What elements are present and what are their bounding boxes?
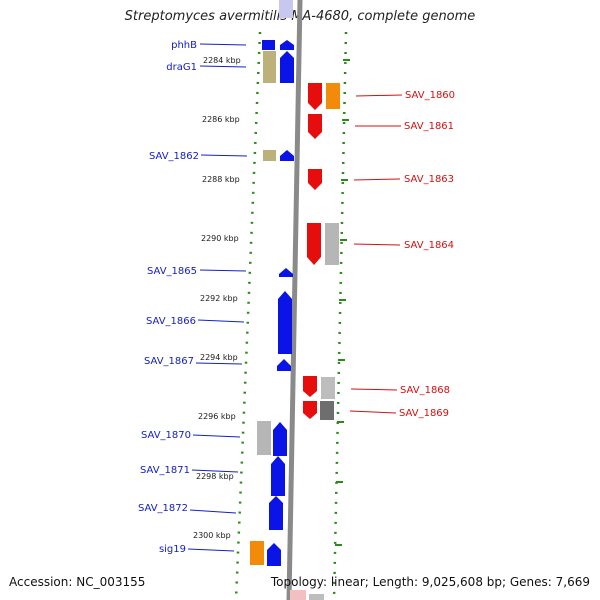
- gene-SAV_1865[interactable]: [279, 268, 293, 277]
- gene-label-SAV_1861[interactable]: SAV_1861: [404, 121, 454, 132]
- axis-top-highlight: [279, 0, 293, 18]
- gene-SAV_1870[interactable]: [273, 422, 287, 456]
- gene-label-SAV_1862[interactable]: SAV_1862: [149, 151, 199, 162]
- gene-label-phhB[interactable]: phhB: [171, 40, 197, 51]
- forward-genes: [262, 40, 294, 566]
- gene-label-sig19[interactable]: sig19: [159, 544, 186, 555]
- gene-sig19[interactable]: [267, 543, 281, 566]
- right-track-ticks: [335, 59, 350, 546]
- tick-label: 2294 kbp: [200, 353, 238, 362]
- gene-label-SAV_1865[interactable]: SAV_1865: [147, 266, 197, 277]
- coordinate-labels: 2284 kbp 2286 kbp 2288 kbp 2290 kbp 2292…: [193, 56, 241, 540]
- tick-label: 2292 kbp: [200, 294, 238, 303]
- gene-label-SAV_1866[interactable]: SAV_1866: [146, 316, 196, 327]
- gene-SAV_1867[interactable]: [277, 359, 291, 371]
- gene-label-SAV_1871[interactable]: SAV_1871: [140, 465, 190, 476]
- tick-label: 2298 kbp: [196, 472, 234, 481]
- forward-companions: [250, 51, 276, 565]
- gene-label-SAV_1867[interactable]: SAV_1867: [144, 356, 194, 367]
- gene-label-SAV_1868[interactable]: SAV_1868: [400, 385, 450, 396]
- accession-text: Accession: NC_003155: [9, 575, 146, 589]
- gene-draG1[interactable]: [280, 51, 294, 83]
- gene-label-SAV_1863[interactable]: SAV_1863: [404, 174, 454, 185]
- reverse-gene-labels: SAV_1860 SAV_1861 SAV_1863 SAV_1864 SAV_…: [349, 90, 455, 419]
- gene-label-SAV_1872[interactable]: SAV_1872: [138, 503, 188, 514]
- topology-text: Topology: linear; Length: 9,025,608 bp; …: [270, 575, 590, 589]
- tick-label: 2290 kbp: [201, 234, 239, 243]
- gene-SAV_1864[interactable]: [307, 223, 321, 265]
- gene-label-SAV_1864[interactable]: SAV_1864: [404, 240, 454, 251]
- tick-label: 2300 kbp: [193, 531, 231, 540]
- gene-phhB-arrow[interactable]: [280, 40, 294, 50]
- gene-label-SAV_1860[interactable]: SAV_1860: [405, 90, 455, 101]
- forward-gene-labels: phhB draG1 SAV_1862 SAV_1865 SAV_1866 SA…: [138, 40, 248, 555]
- reverse-genes: [303, 83, 322, 419]
- gene-SAV_1862[interactable]: [280, 150, 294, 161]
- gene-label-SAV_1870[interactable]: SAV_1870: [141, 430, 191, 441]
- gene-SAV_1863[interactable]: [308, 169, 322, 190]
- tick-label: 2296 kbp: [198, 412, 236, 421]
- gene-SAV_1860[interactable]: [308, 83, 322, 110]
- gene-label-SAV_1869[interactable]: SAV_1869: [399, 408, 449, 419]
- gene-SAV_1861[interactable]: [308, 114, 322, 139]
- tick-label: 2284 kbp: [203, 56, 241, 65]
- gene-SAV_1871[interactable]: [271, 456, 285, 496]
- gene-SAV_1872[interactable]: [269, 496, 283, 530]
- gene-SAV_1869[interactable]: [303, 401, 317, 419]
- reverse-companions: [309, 83, 340, 600]
- tick-label: 2286 kbp: [202, 115, 240, 124]
- axis-bottom-highlight: [290, 590, 306, 600]
- gene-phhB-box[interactable]: [262, 40, 275, 50]
- gene-label-draG1[interactable]: draG1: [166, 62, 197, 73]
- chromosome-axis: [286, 0, 303, 600]
- gene-SAV_1868[interactable]: [303, 376, 317, 397]
- gene-SAV_1866[interactable]: [278, 291, 292, 354]
- tick-label: 2288 kbp: [202, 175, 240, 184]
